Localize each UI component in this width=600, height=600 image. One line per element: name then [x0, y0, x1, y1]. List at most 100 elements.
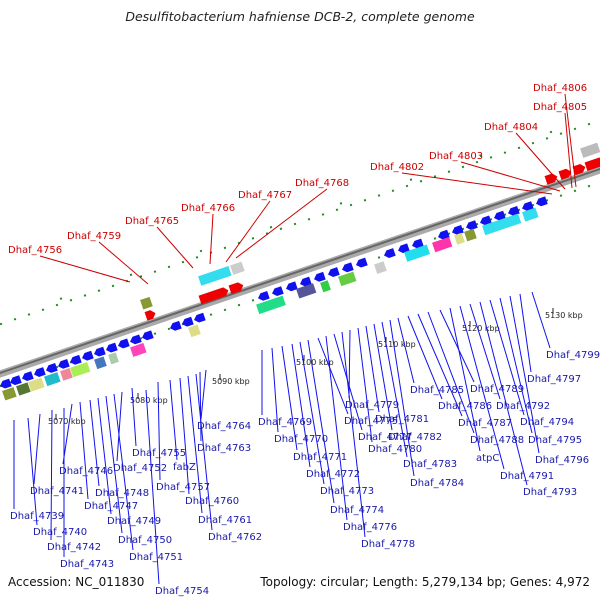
gene-leader-line: [105, 395, 123, 534]
outer-ring-major-tick: [549, 130, 553, 134]
forward-cog-block: [140, 296, 153, 310]
outer-ring-tick: [307, 218, 311, 221]
inner-ring-tick: [573, 189, 577, 193]
gene-label: Dhaf_4794: [520, 417, 574, 428]
gene-label: Dhaf_4763: [197, 443, 251, 454]
genome-backbone-edge: [0, 167, 600, 375]
gene-label: Dhaf_4783: [403, 459, 457, 470]
reverse-strand-gene: [438, 229, 450, 240]
reverse-strand-gene: [494, 210, 506, 221]
highlight-leader-line: [39, 255, 131, 283]
gene-label: Dhaf_4764: [197, 421, 251, 432]
accession-text: Accession: NC_011830: [8, 575, 144, 589]
cog-category-block: [44, 372, 61, 387]
reverse-strand-gene: [70, 354, 82, 365]
gene-label: Dhaf_4743: [60, 559, 114, 570]
gene-arrow-shape: [286, 281, 298, 292]
gene-label: Dhaf_4752: [113, 463, 167, 474]
inner-ring-tick: [587, 184, 591, 188]
gene-leader-line: [439, 309, 475, 383]
cog-category-block: [296, 283, 317, 299]
cog-category-block: [2, 387, 17, 401]
reverse-strand-gene: [300, 276, 312, 287]
highlighted-gene-label: Dhaf_4806: [533, 83, 587, 94]
gene-leader-line: [479, 301, 528, 486]
gene-arrow-shape: [466, 220, 478, 231]
topology-value: circular: [320, 575, 365, 589]
gene-label: Dhaf_4742: [47, 542, 101, 553]
gene-arrow-shape: [494, 210, 506, 221]
gene-leader-line: [200, 369, 207, 420]
forward-cog-block: [230, 261, 245, 275]
forward-strand-gene: [558, 168, 572, 180]
cog-category-block: [16, 382, 31, 396]
gene-leader-line: [307, 339, 335, 504]
accession-label: Accession:: [8, 575, 72, 589]
gene-arrow-shape: [584, 157, 600, 172]
gene-arrow-shape: [22, 371, 34, 382]
gene-leader-line: [449, 307, 481, 452]
reverse-strand-gene: [328, 267, 340, 277]
gene-label: Dhaf_4785: [410, 385, 464, 396]
gene-label: Dhaf_4797: [527, 374, 581, 385]
gene-arrow-shape: [58, 358, 70, 369]
highlighted-gene-label: Dhaf_4767: [238, 190, 292, 201]
gene-arrow-shape: [508, 205, 520, 216]
outer-ring-tick: [167, 265, 171, 269]
cog-category-block: [432, 236, 453, 253]
forward-strand-gene: [572, 164, 586, 176]
cog-category-block: [28, 377, 45, 392]
highlighted-gene-label: Dhaf_4802: [370, 162, 424, 173]
gene-leader-line: [271, 347, 279, 433]
gene-leader-line: [131, 387, 137, 447]
highlight-leader-line: [209, 213, 214, 265]
highlighted-gene-label: Dhaf_4805: [533, 102, 587, 113]
gene-arrow-shape: [170, 320, 182, 331]
gene-leader-line: [357, 327, 373, 443]
gene-label: Dhaf_4795: [528, 435, 582, 446]
outer-ring-tick: [293, 222, 297, 226]
outer-ring-tick: [13, 317, 17, 321]
gene-leader-line: [169, 379, 178, 461]
reverse-strand-gene: [384, 248, 396, 258]
highlight-leader-line: [98, 241, 149, 285]
gene-arrow-shape: [142, 330, 154, 341]
outer-ring-tick: [573, 127, 577, 131]
highlight-leader-line: [460, 161, 561, 192]
gene-leader-line: [291, 343, 311, 468]
cog-category-block: [94, 356, 107, 370]
inner-ring-tick: [153, 332, 157, 335]
gene-leader-line: [50, 409, 53, 541]
gene-arrow-shape: [314, 271, 326, 282]
reverse-strand-gene: [286, 281, 298, 292]
outer-ring-tick: [489, 156, 493, 159]
outer-ring-tick: [475, 160, 479, 164]
gene-label: fabZ: [173, 462, 196, 473]
outer-ring-tick: [321, 213, 325, 216]
gene-leader-line: [389, 319, 415, 477]
gene-label: Dhaf_4751: [129, 552, 183, 563]
gene-leader-line: [499, 297, 533, 434]
reverse-strand-gene: [522, 201, 534, 212]
cog-category-block: [522, 207, 539, 222]
forward-strand-gene: [228, 282, 244, 295]
outer-ring-tick: [181, 260, 185, 264]
reverse-strand-gene: [94, 346, 106, 357]
scale-tick-label: 5090 kbp: [212, 377, 250, 386]
gene-leader-line: [113, 393, 134, 551]
gene-arrow-shape: [82, 350, 94, 361]
outer-ring-tick: [461, 165, 465, 169]
gene-leader-line: [407, 315, 443, 400]
scale-tick-label: 5070 kbp: [48, 417, 86, 426]
highlight-leader-line: [225, 200, 271, 263]
accession-value: NC_011830: [75, 575, 145, 589]
reverse-strand-gene: [452, 224, 464, 235]
outer-ring-major-tick: [339, 202, 343, 205]
gene-arrow-shape: [118, 338, 130, 349]
gene-leader-line: [519, 293, 532, 373]
outer-ring-tick: [279, 227, 283, 231]
highlighted-gene-label: Dhaf_4768: [295, 178, 349, 189]
gene-arrow-shape: [70, 354, 82, 365]
gene-label: Dhaf_4775: [344, 416, 398, 427]
reverse-strand-gene: [536, 196, 548, 207]
